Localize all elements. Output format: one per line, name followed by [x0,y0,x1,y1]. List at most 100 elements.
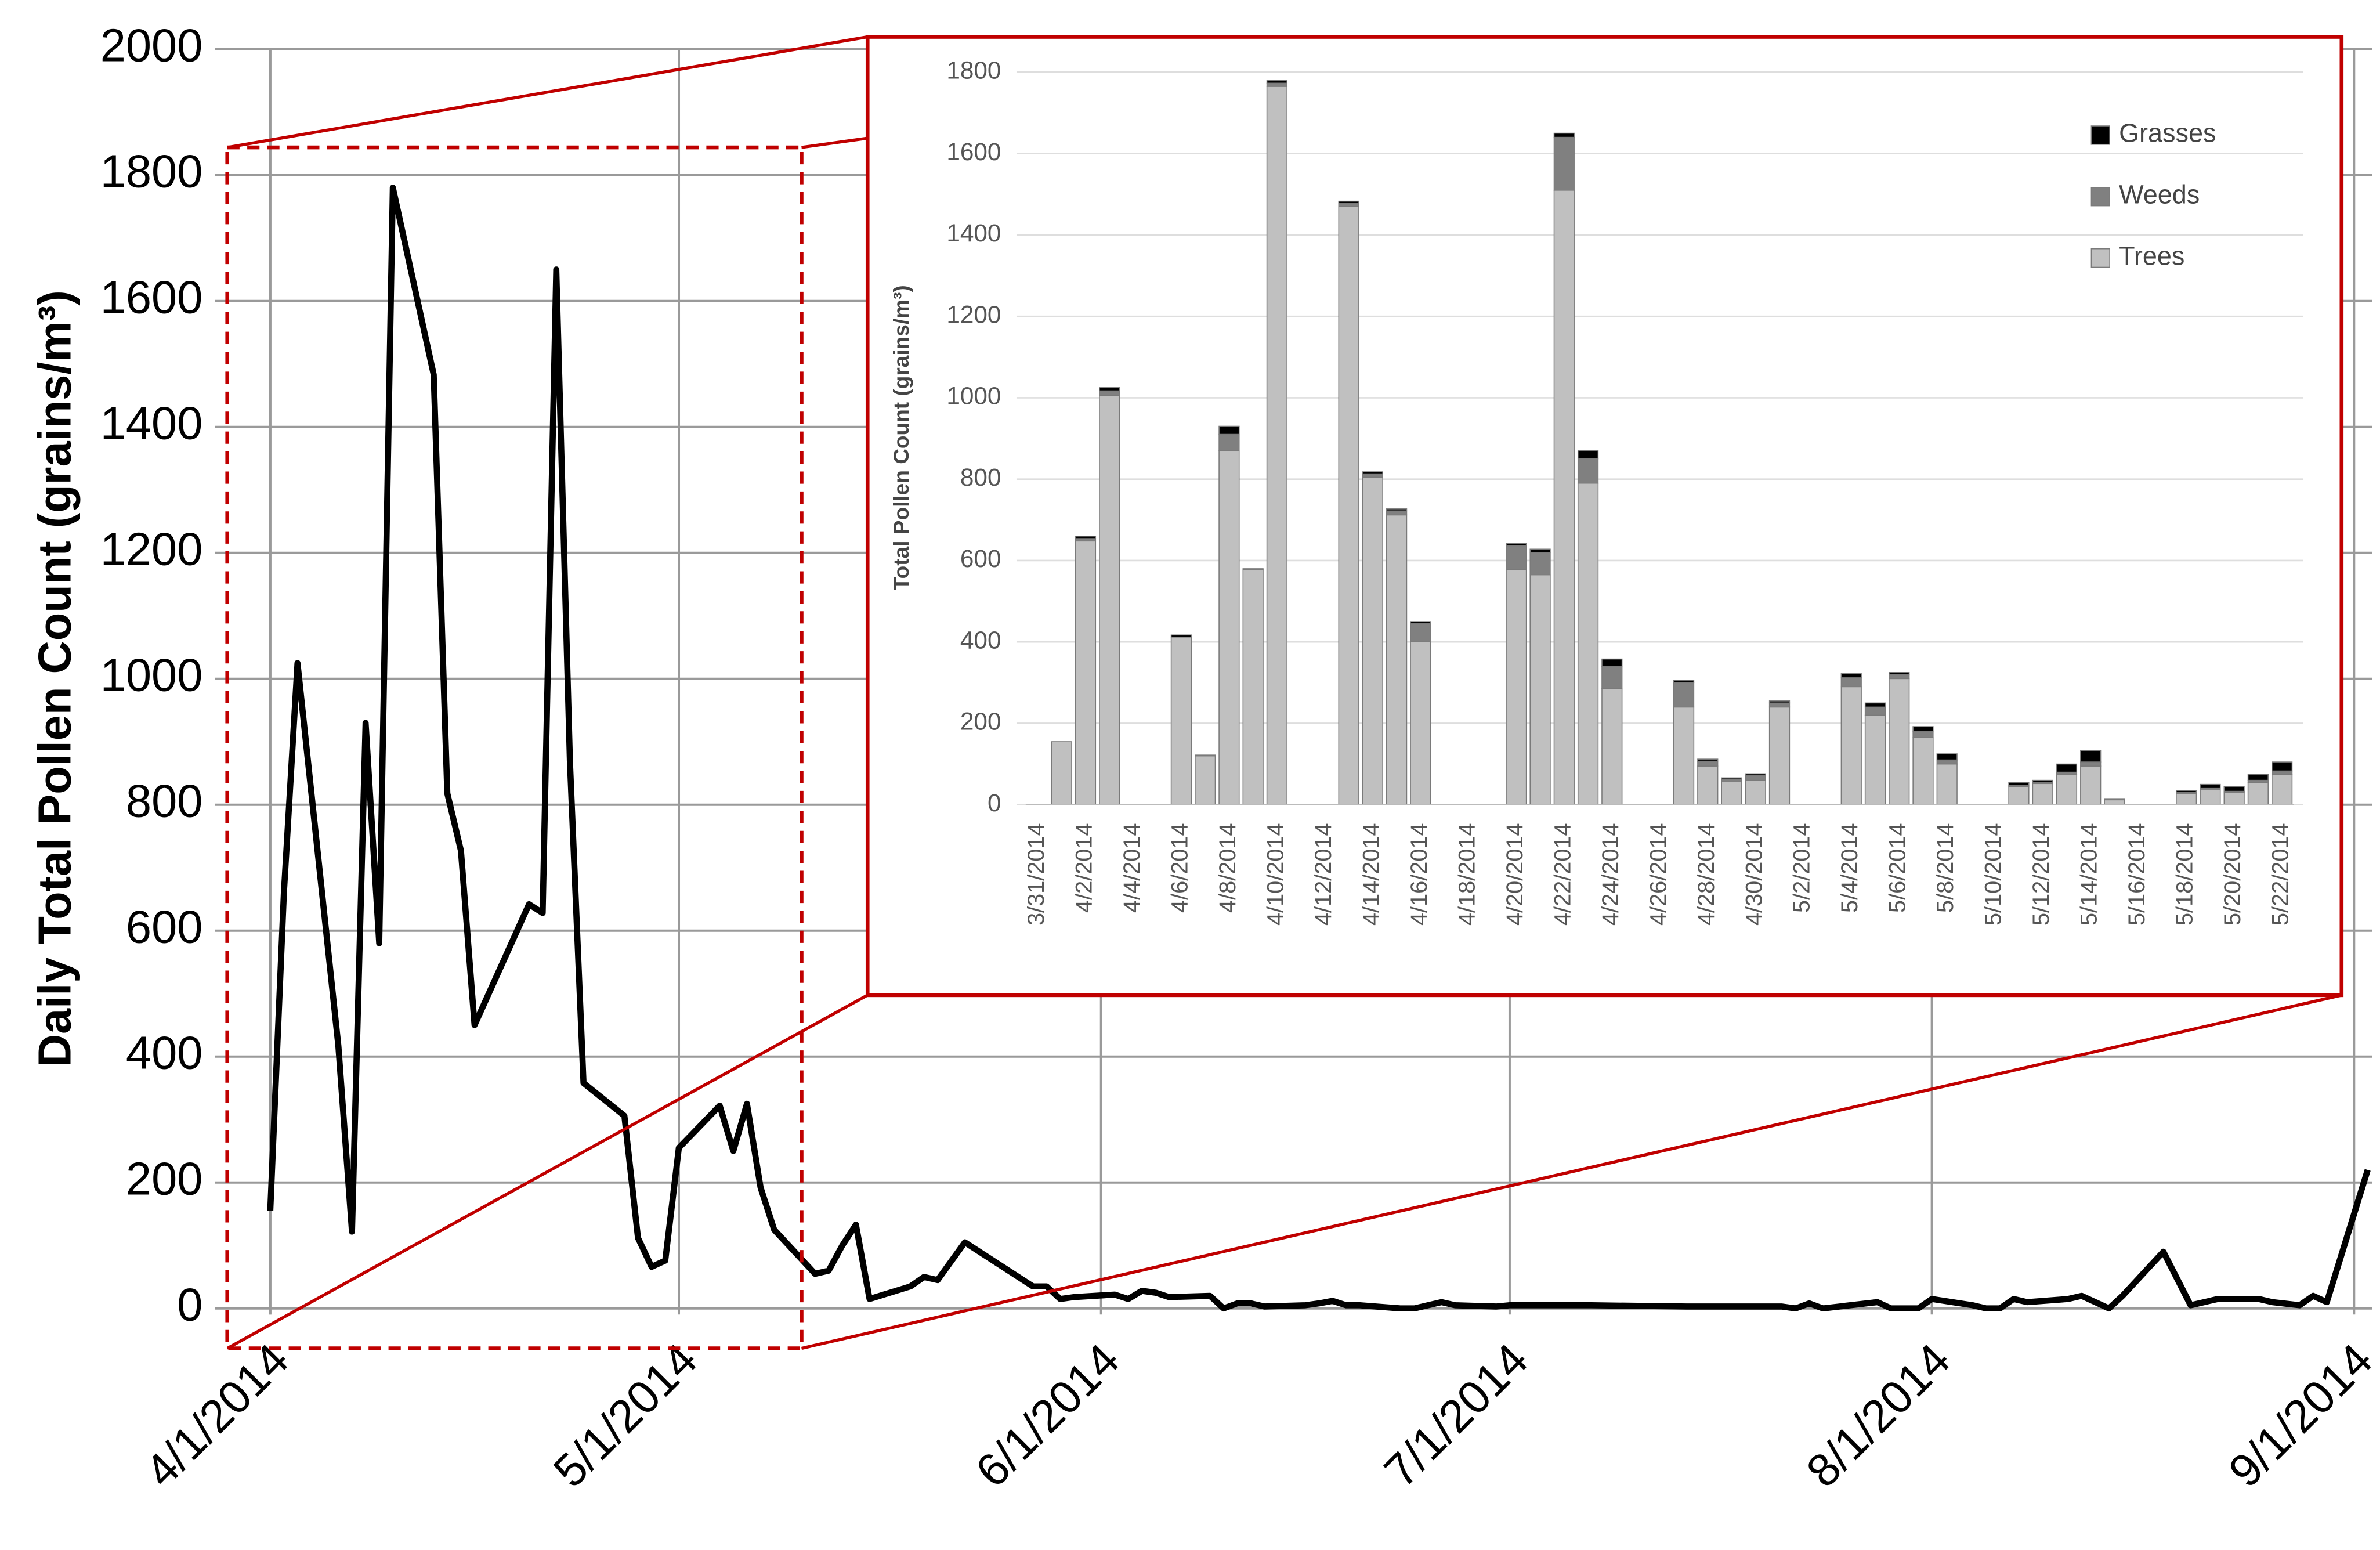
x-tick-label: 4/18/2014 [1454,823,1480,926]
x-tick-label: 4/4/2014 [1119,823,1145,913]
bar-segment [2200,789,2221,805]
bar-segment [1721,781,1742,805]
x-tick-label: 5/10/2014 [1981,823,2006,926]
bar-segment [1912,731,1934,738]
bar-segment [2272,774,2293,805]
bar-segment [1889,678,1910,805]
bar-segment [1506,569,1527,805]
legend-label: Trees [2119,241,2184,270]
y-tick-label: 1800 [100,146,203,197]
x-tick-label: 5/6/2014 [1885,823,1911,913]
x-tick-label: 5/12/2014 [2028,823,2054,926]
bar-segment [1362,476,1383,805]
bar-segment [1673,706,1695,805]
bar-segment [2056,774,2078,805]
x-tick-label: 4/12/2014 [1311,823,1336,926]
bar-segment [1170,636,1192,805]
bar-segment [1195,755,1216,805]
bar-segment [1673,680,1695,684]
bar-segment [2032,783,2053,805]
x-tick-label: 4/2/2014 [1071,823,1097,913]
bar-segment [1075,536,1097,539]
connector [227,35,868,149]
bar-segment [1745,775,1766,781]
bar-segment [2272,770,2293,775]
connector [226,993,869,1350]
x-tick-label: 4/22/2014 [1550,823,1575,926]
bar-segment [2032,779,2053,783]
bar-segment [1170,634,1192,638]
bar-segment [1577,458,1599,484]
y-tick-label: 200 [960,708,1001,735]
bar-segment [1745,773,1766,776]
bar-segment [2080,761,2102,767]
legend-swatch [2090,248,2110,268]
x-tick-label: 4/16/2014 [1406,823,1432,926]
y-tick-label: 1600 [946,138,1001,165]
bar-segment [1266,82,1288,87]
x-tick-label: 5/8/2014 [1933,823,1958,913]
x-tick-label: 6/1/2014 [965,1334,1128,1497]
x-tick-label: 4/24/2014 [1598,823,1623,926]
bar-segment [1577,450,1599,460]
inset-chart: Total Pollen Count (grains/m³) 0 200 400 60… [865,35,2344,998]
bar-segment [1864,702,1886,708]
bar-segment [1697,758,1719,762]
x-tick-label: 5/2/2014 [1789,823,1815,913]
bar-segment [1889,674,1910,680]
bar-segment [1577,482,1599,805]
bar-segment [1936,759,1958,765]
bar-segment [1697,760,1719,767]
bar-segment [2176,790,2197,793]
x-tick-label: 5/16/2014 [2124,823,2150,926]
bar-segment [1218,433,1240,451]
bar-segment [1889,671,1910,675]
bar-segment [1601,658,1623,667]
bar-segment [1338,200,1359,204]
y-axis-title: Daily Total Pollen Count (grains/m³) [29,290,81,1067]
bar-segment [1242,569,1264,805]
y-tick-label: 200 [126,1153,202,1205]
bar-segment [1075,540,1097,805]
bar-segment [1697,765,1719,805]
bar-segment [1553,132,1575,138]
bar-segment [1410,641,1431,805]
y-tick-label: 400 [960,626,1001,653]
bar-segment [1553,136,1575,191]
bar-segment [1864,706,1886,716]
bar-segment [1410,621,1431,624]
bar-segment [2223,786,2245,792]
y-tick-label: 2000 [100,20,203,71]
bar-segment [1840,677,1862,688]
x-tick-label: 5/20/2014 [2220,823,2245,926]
y-tick-label: 1400 [100,398,203,449]
line [267,185,2371,1312]
bar-segment [1912,737,1934,805]
x-tick-label: 4/6/2014 [1167,823,1192,913]
x-tick-label: 5/22/2014 [2268,823,2294,926]
bar-segment [1051,741,1072,805]
bar-segment [1338,206,1359,805]
y-tick-label: 1000 [946,382,1001,410]
bar-segment [2056,763,2078,773]
zoom-indicator [225,35,2342,1350]
y-tick-label: 600 [960,545,1001,572]
connector [801,136,868,149]
bar-segment [1386,510,1408,516]
x-tick-label: 5/4/2014 [1837,823,1862,913]
bar-segment [1506,543,1527,547]
bar-segment [1099,395,1120,805]
y-axis-title: Total Pollen Count (grains/m³) [889,285,913,590]
bar-segment [1840,686,1862,805]
x-tick-label: 4/1/2014 [135,1334,298,1497]
x-tick-label: 4/30/2014 [1741,823,1767,926]
bar-segment [1529,548,1551,553]
bar-segment [1410,623,1431,642]
bar-segment [2080,765,2102,805]
x-tick-label: 5/1/2014 [544,1334,707,1497]
x-tick-label: 4/10/2014 [1263,823,1288,926]
legend-label: Grasses [2119,118,2216,148]
bar-segment [1362,471,1383,475]
